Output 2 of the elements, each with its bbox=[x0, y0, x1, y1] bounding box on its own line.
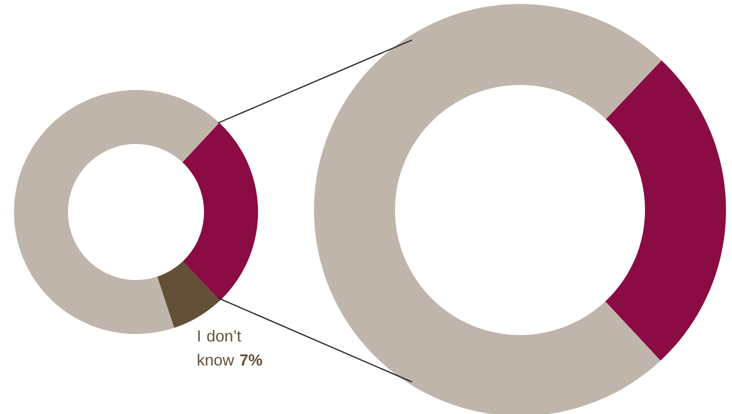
slice-label: I don’t know bbox=[198, 330, 242, 366]
data-label: 7% bbox=[240, 354, 262, 366]
